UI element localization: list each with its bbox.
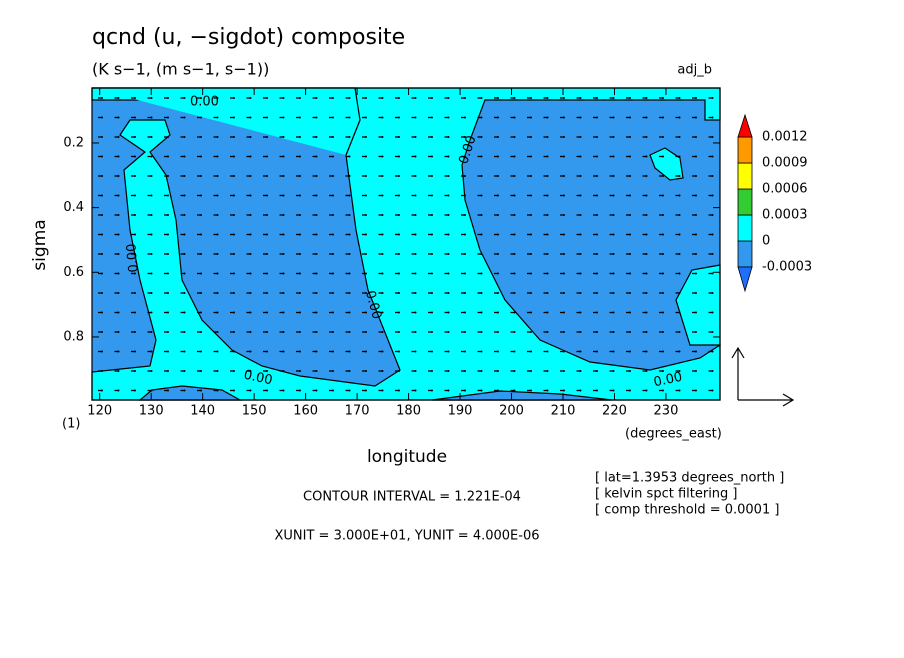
note: [ kelvin spct filtering ] <box>595 487 738 502</box>
contour-label: 0.00 <box>652 370 683 391</box>
colorbar-box <box>737 188 753 216</box>
contour-label: 0.00 <box>362 289 384 321</box>
colorbar-label: 0.0006 <box>762 182 808 197</box>
chart-subtitle: (K s−1, (m s−1, s−1)) <box>92 60 269 79</box>
footer-text: XUNIT = 3.000E+01, YUNIT = 4.000E-06 <box>275 529 540 544</box>
x-tick-label: 130 <box>139 404 164 419</box>
x-tick-label: 230 <box>654 404 679 419</box>
y-tick-label: 0.4 <box>63 200 84 215</box>
colorbar-label: 0.0003 <box>762 208 808 223</box>
x-tick-label: 180 <box>396 404 421 419</box>
x-tick-label: 220 <box>602 404 627 419</box>
x-tick-label: 210 <box>551 404 576 419</box>
corner-label: adj_b <box>677 63 712 78</box>
chart-title: qcnd (u, −sigdot) composite <box>92 25 405 50</box>
x-tick-label: 160 <box>293 404 318 419</box>
colorbar-box <box>737 162 753 190</box>
contour-label: 0.00 <box>242 368 273 389</box>
colorbar-extension <box>737 266 753 293</box>
y-axis-label: sigma <box>30 219 50 270</box>
x-tick-label: 200 <box>499 404 524 419</box>
colorbar-extension <box>737 113 753 138</box>
colorbar-box <box>737 214 753 242</box>
contour-fill <box>91 87 721 401</box>
x-tick-label: 140 <box>190 404 215 419</box>
contour-label: 0.00 <box>190 95 219 110</box>
x-tick-label: 150 <box>242 404 267 419</box>
colorbar-box <box>737 240 753 268</box>
frame-label: (1) <box>62 417 80 432</box>
x-tick-label: 170 <box>345 404 370 419</box>
colorbar-label: 0.0009 <box>762 156 808 171</box>
footer-text: CONTOUR INTERVAL = 1.221E-04 <box>303 490 521 505</box>
x-tick-label: 190 <box>448 404 473 419</box>
vector-key <box>731 346 795 407</box>
x-units: (degrees_east) <box>625 427 722 442</box>
note: [ lat=1.3953 degrees_north ] <box>595 471 784 486</box>
contour-label: 0.00 <box>124 243 141 273</box>
plot-frame <box>91 87 721 401</box>
colorbar-label: 0 <box>762 234 770 249</box>
x-axis-label: longitude <box>367 447 447 467</box>
colorbar-box <box>737 136 753 164</box>
y-tick-label: 0.8 <box>63 329 84 344</box>
colorbar-label: -0.0003 <box>762 260 812 275</box>
colorbar-label: 0.0012 <box>762 130 808 145</box>
y-tick-label: 0.2 <box>63 135 84 150</box>
x-tick-label: 120 <box>87 404 112 419</box>
note: [ comp threshold = 0.0001 ] <box>595 503 779 518</box>
y-tick-label: 0.6 <box>63 265 84 280</box>
